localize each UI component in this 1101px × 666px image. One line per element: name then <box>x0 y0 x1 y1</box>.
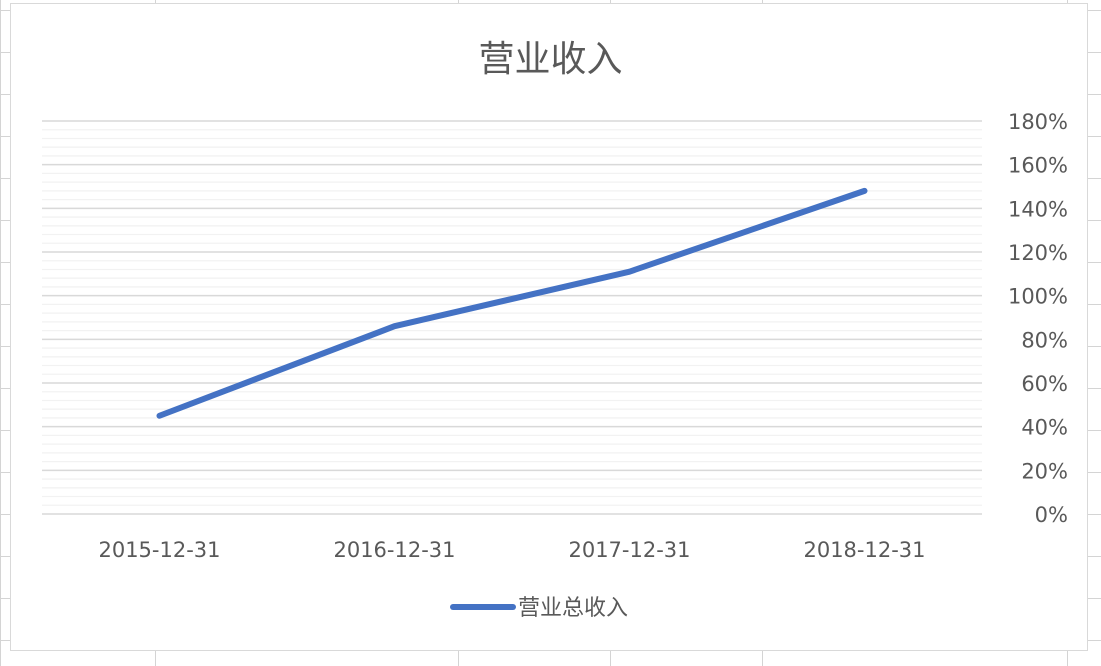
y-tick-label: 120% <box>1008 241 1068 265</box>
chart-title: 营业收入 <box>478 39 623 80</box>
x-tick-label: 2016-12-31 <box>333 538 455 562</box>
y-tick-label: 20% <box>1021 459 1068 483</box>
y-tick-label: 60% <box>1021 372 1068 396</box>
y-tick-label: 40% <box>1021 416 1068 440</box>
x-tick-label: 2015-12-31 <box>98 538 220 562</box>
y-tick-label: 180% <box>1008 110 1068 134</box>
x-tick-label: 2017-12-31 <box>568 538 690 562</box>
x-tick-label: 2018-12-31 <box>803 538 925 562</box>
y-tick-label: 80% <box>1021 328 1068 352</box>
legend-label: 营业总收入 <box>518 596 628 621</box>
series-line <box>156 187 868 419</box>
y-tick-label: 0% <box>1035 503 1068 527</box>
y-tick-label: 140% <box>1008 197 1068 221</box>
y-tick-label: 100% <box>1008 285 1068 309</box>
y-tick-label: 160% <box>1008 154 1068 178</box>
chart-area[interactable] <box>10 3 1088 651</box>
